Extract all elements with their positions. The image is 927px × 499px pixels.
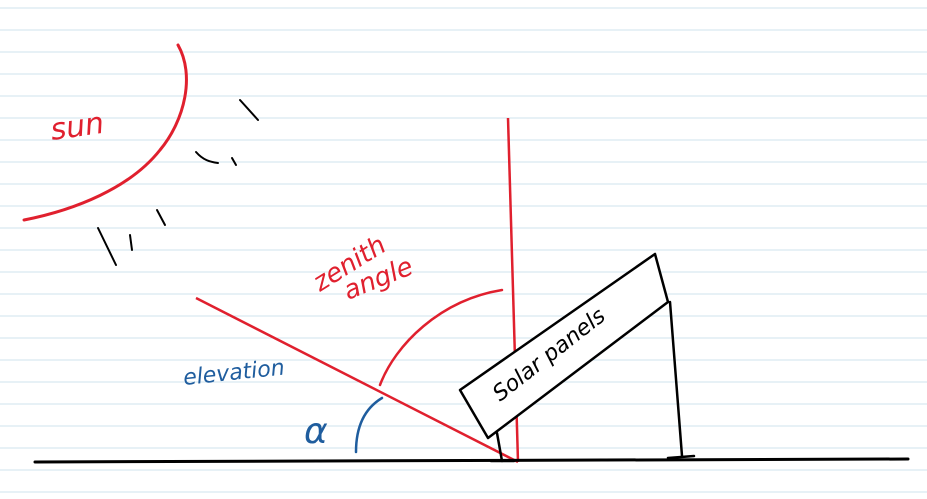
elevation-label: elevation [182,355,286,391]
sun-ray-icon [231,157,237,166]
elevation-angle-arc [354,396,384,454]
sun-ray-icon [129,234,133,251]
sun-ray-icon [195,151,219,164]
sun-ray-icon [239,99,259,121]
sun-ray-line [195,296,519,464]
solar-panel [458,252,696,463]
panel-back-leg [668,300,684,458]
sun-arc-icon [22,43,188,222]
sun-rays [97,99,259,266]
solar-panel-body [458,252,670,440]
sun-ray-icon [156,209,166,226]
panel-back-foot [666,454,696,460]
alpha-symbol: α [304,411,328,452]
sun-ray-icon [97,227,117,266]
zenith-angle-arc [378,288,504,387]
ground-line [33,457,910,464]
sun-label: sun [48,106,106,148]
ruled-lines [0,7,927,493]
panel-front-leg [495,431,504,463]
